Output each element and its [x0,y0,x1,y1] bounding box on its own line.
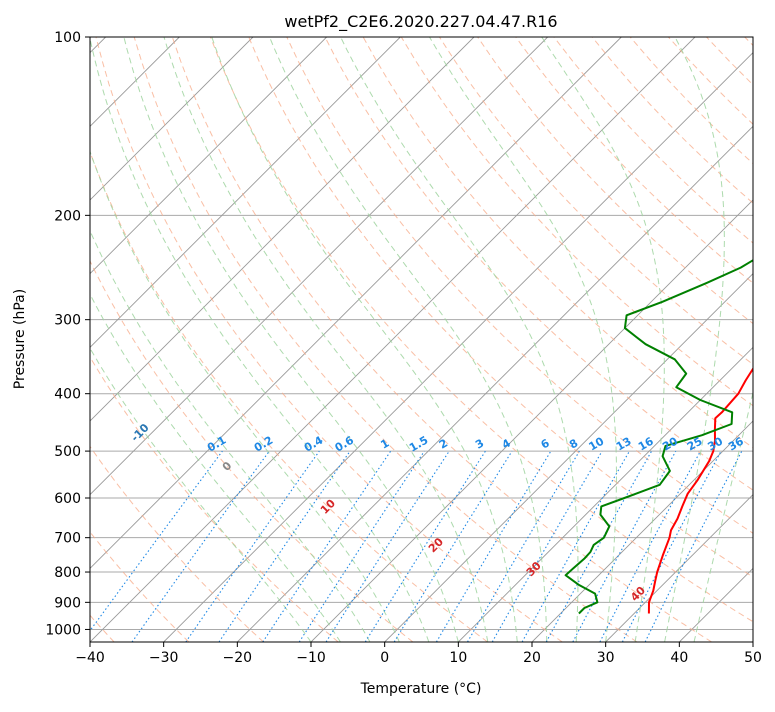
chart-title: wetPf2_C2E6.2020.227.04.47.R16 [284,12,557,32]
y-tick-label: 600 [54,491,81,507]
x-tick-label: 0 [380,650,389,666]
x-tick-label: 30 [597,650,615,666]
y-tick-label: 700 [54,531,81,547]
y-tick-label: 400 [54,387,81,403]
x-tick-label: −40 [75,650,105,666]
x-tick-label: 10 [449,650,467,666]
y-tick-label: 100 [54,30,81,46]
x-tick-label: −10 [296,650,326,666]
x-tick-label: 50 [744,650,762,666]
y-tick-label: 900 [54,595,81,611]
y-axis-label: Pressure (hPa) [12,289,28,389]
x-tick-label: 40 [670,650,688,666]
x-tick-label: 20 [523,650,541,666]
y-tick-label: 800 [54,565,81,581]
x-tick-label: −20 [223,650,253,666]
y-tick-label: 200 [54,208,81,224]
x-axis-label: Temperature (°C) [360,681,482,697]
y-tick-label: 1000 [45,622,81,638]
y-tick-label: 500 [54,444,81,460]
y-tick-label: 300 [54,313,81,329]
x-tick-label: −30 [149,650,179,666]
